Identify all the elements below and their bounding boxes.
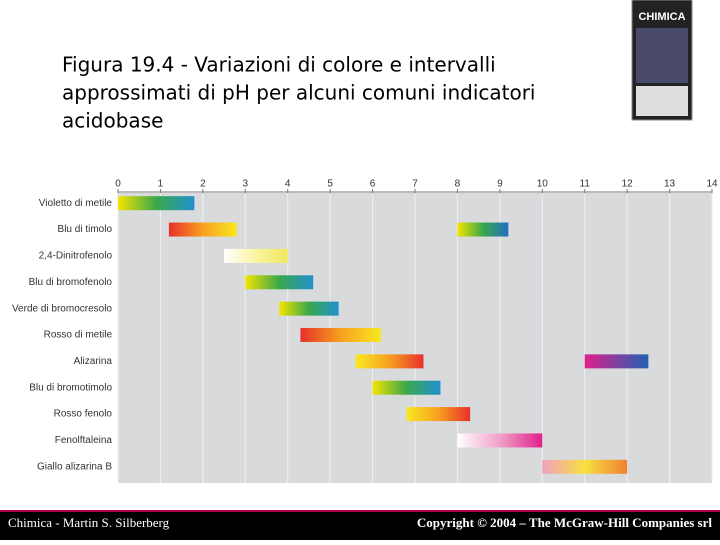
footer-right: Copyright © 2004 – The McGraw-Hill Compa…	[417, 515, 712, 530]
footer-left: Chimica - Martin S. Silberberg	[8, 515, 170, 530]
x-tick-label: 9	[497, 179, 503, 190]
x-tick-label: 6	[370, 179, 376, 190]
range-bar	[300, 328, 382, 342]
row-label: Alizarina	[74, 356, 113, 367]
x-tick-label: 3	[243, 179, 249, 190]
row-label: Rosso di metile	[44, 330, 113, 341]
row-label: Blu di bromotimolo	[29, 382, 112, 393]
range-bar	[584, 354, 649, 369]
x-tick-label: 13	[664, 179, 676, 190]
range-bar	[168, 222, 237, 237]
book-cover: CHIMICA	[631, 0, 693, 121]
row-label: Fenolftaleina	[55, 435, 113, 446]
x-tick-label: 7	[412, 179, 418, 190]
x-tick-label: 8	[455, 179, 461, 190]
cover-panel	[636, 86, 688, 116]
title-line: acidobase	[62, 109, 163, 133]
row-label: Rosso fenolo	[54, 409, 113, 420]
row-label: 2,4-Dinitrofenolo	[39, 251, 113, 262]
range-bar	[406, 407, 471, 422]
range-bar	[224, 248, 288, 263]
row-label: Giallo alizarina B	[37, 461, 112, 472]
range-bar	[372, 380, 441, 395]
cover-image	[636, 28, 688, 83]
row-label: Blu di timolo	[58, 224, 113, 235]
title-line: approssimati di pH per alcuni comuni ind…	[62, 81, 536, 105]
x-tick-label: 2	[200, 179, 206, 190]
title-line: Figura 19.4 - Variazioni di colore e int…	[62, 53, 496, 77]
row-label: Violetto di metile	[39, 198, 113, 209]
range-bar	[245, 275, 314, 290]
x-tick-label: 11	[580, 179, 591, 190]
row-label: Blu di bromofenolo	[29, 277, 113, 288]
x-tick-label: 5	[327, 179, 333, 190]
range-bar	[457, 222, 509, 237]
row-label: Verde di bromocresolo	[12, 303, 112, 314]
footer-rule	[0, 510, 720, 512]
cover-title: CHIMICA	[638, 11, 685, 23]
range-bar	[279, 301, 339, 316]
x-tick-label: 4	[285, 179, 291, 190]
range-bar	[355, 354, 424, 369]
x-tick-label: 10	[537, 179, 549, 190]
range-bar	[457, 433, 543, 448]
range-bar	[542, 459, 628, 474]
footer-bar	[0, 510, 720, 540]
x-tick-label: 14	[706, 179, 718, 190]
x-tick-label: 0	[115, 179, 121, 190]
x-tick-label: 1	[158, 179, 164, 190]
range-bar	[118, 196, 195, 211]
x-tick-label: 12	[622, 179, 634, 190]
